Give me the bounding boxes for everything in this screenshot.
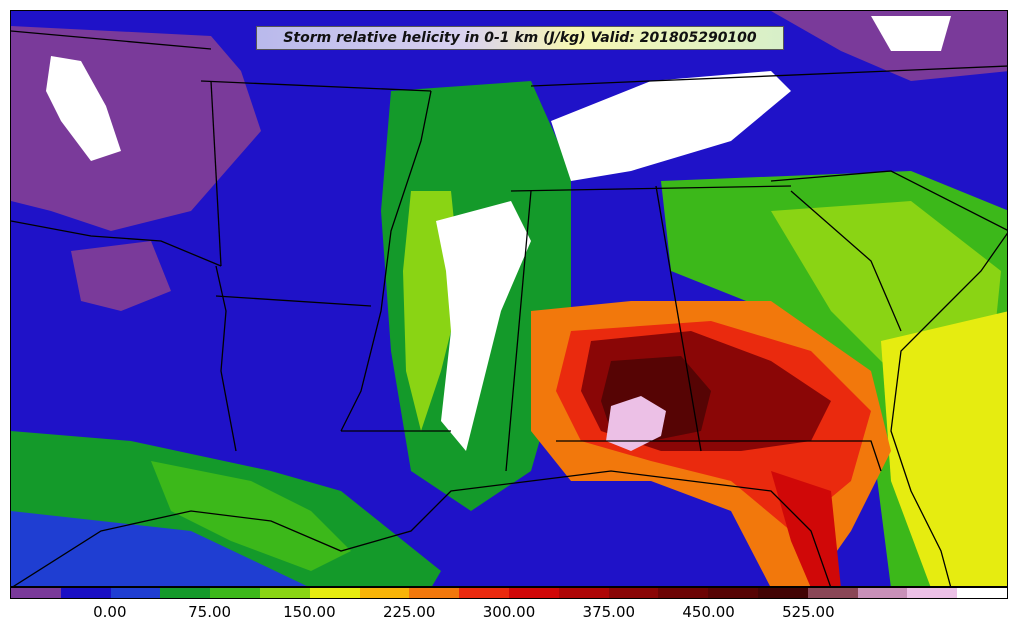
colorbar-segment	[857, 588, 908, 598]
state-line-tx-ok	[11, 220, 222, 267]
colorbar-tick-label: 450.00	[682, 603, 735, 621]
field-region-white-tn	[551, 71, 791, 181]
field-region-red-gulf	[771, 471, 841, 586]
colorbar-segment	[658, 588, 709, 598]
colorbar-segment	[160, 588, 211, 598]
state-line-tn-south	[510, 185, 792, 192]
field-region-gulf-blue	[11, 511, 307, 586]
state-line-ky-tn	[530, 65, 1007, 87]
colorbar-tick-label: 225.00	[382, 603, 436, 621]
colorbar-segment	[409, 588, 460, 598]
colorbar-segment	[558, 588, 609, 598]
colorbar-segment	[957, 588, 1007, 598]
coastline-atlantic	[890, 232, 1007, 586]
map-title: Storm relative helicity in 0-1 km (J/kg)…	[283, 30, 757, 46]
state-line-la-ar	[215, 295, 372, 307]
colorbar-segment	[309, 588, 360, 598]
colorbar-tick-label: 0.00	[93, 603, 127, 621]
colorbar-ticks: 0.00 75.00 150.00 225.00 300.00 375.00 450.00 5…	[10, 603, 1008, 625]
colorbar-tick-label: 75.00	[188, 603, 232, 621]
map-title-box: Storm relative helicity in 0-1 km (J/kg)…	[256, 26, 784, 50]
colorbar-segment	[259, 588, 310, 598]
field-region-white-ne	[871, 16, 951, 51]
state-line-tx-la	[215, 265, 237, 452]
boundary-lines	[11, 30, 1007, 586]
colorbar-segment	[907, 588, 958, 598]
state-line-ga-sc	[790, 190, 902, 332]
colorbar-segment	[508, 588, 559, 598]
coastline-gulf	[12, 470, 831, 586]
state-line-ms-al	[505, 190, 532, 472]
field-region-white-nw	[46, 56, 121, 161]
colorbar-tick-label: 525.00	[782, 603, 835, 621]
state-line-al-ga	[655, 185, 702, 452]
state-line-ar-north	[210, 80, 222, 267]
map-panel: Storm relative helicity in 0-1 km (J/kg)…	[10, 10, 1008, 587]
colorbar-segment	[608, 588, 659, 598]
state-line-ok-ks	[11, 30, 212, 50]
colorbar-tick-label: 150.00	[283, 603, 336, 621]
colorbar-tick-label: 375.00	[582, 603, 636, 621]
colorbar-segment	[110, 588, 161, 598]
field-region-gulf-lime	[151, 461, 351, 571]
colorbar-segment	[807, 588, 858, 598]
field-region-white-ms	[436, 201, 531, 451]
state-line-ks-mo	[200, 80, 432, 92]
colorbar-segment	[359, 588, 410, 598]
field-region-white-core	[606, 396, 666, 451]
colorbar-segment	[60, 588, 111, 598]
helicity-map	[11, 11, 1007, 586]
colorbar	[10, 587, 1008, 599]
field-region-se-yellow	[881, 311, 1007, 586]
state-line-nc-sc	[770, 170, 1007, 231]
river-mississippi	[340, 90, 432, 432]
field-region-purple-w	[71, 241, 171, 311]
colorbar-segment	[459, 588, 509, 598]
colorbar-tick-label: 300.00	[482, 603, 536, 621]
colorbar-segment	[11, 588, 61, 598]
colorbar-segment	[757, 588, 808, 598]
colorbar-segment	[210, 588, 260, 598]
state-line-fl-north	[556, 440, 882, 472]
colorbar-segment	[708, 588, 758, 598]
